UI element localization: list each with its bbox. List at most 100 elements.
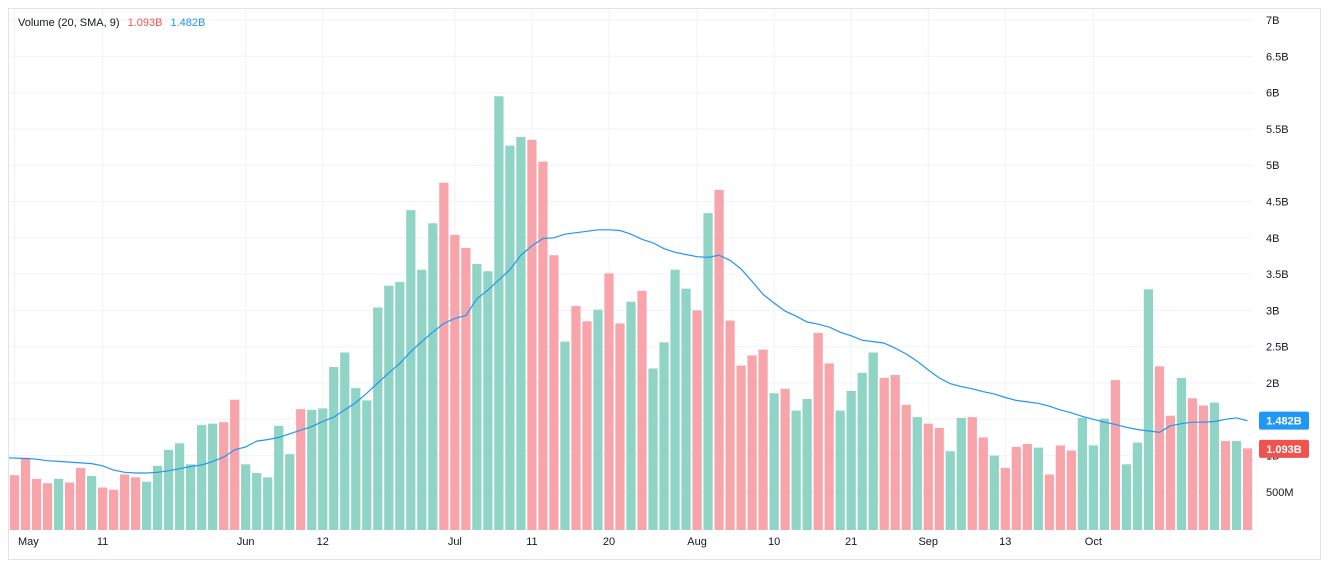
volume-bar[interactable] (912, 417, 922, 530)
volume-bar[interactable] (164, 449, 174, 530)
volume-bar[interactable] (141, 481, 152, 530)
volume-bar[interactable] (527, 139, 537, 531)
volume-bar[interactable] (1176, 377, 1187, 530)
volume-bar[interactable] (494, 96, 504, 530)
volume-bar[interactable] (86, 475, 97, 530)
volume-bar[interactable] (582, 321, 592, 530)
volume-bar[interactable] (681, 288, 691, 530)
volume-bar[interactable] (505, 145, 515, 530)
volume-bar[interactable] (747, 355, 757, 530)
volume-bar[interactable] (1000, 467, 1010, 530)
volume-bar[interactable] (252, 473, 262, 530)
volume-bar[interactable] (769, 393, 779, 530)
volume-bar[interactable] (780, 388, 790, 530)
volume-bar[interactable] (1044, 474, 1054, 530)
volume-bar[interactable] (1077, 417, 1087, 530)
volume-bar[interactable] (615, 323, 625, 530)
volume-bar[interactable] (64, 482, 75, 530)
volume-bar[interactable] (197, 425, 207, 530)
volume-bar[interactable] (285, 454, 295, 530)
volume-bar[interactable] (989, 455, 999, 530)
volume-bar[interactable] (703, 213, 713, 530)
sma-line[interactable] (8, 229, 1248, 474)
volume-bar[interactable] (692, 310, 702, 530)
volume-bar[interactable] (1099, 418, 1110, 530)
volume-bar[interactable] (1198, 405, 1209, 530)
volume-bar[interactable] (362, 400, 372, 530)
volume-bar[interactable] (824, 363, 834, 530)
volume-bar[interactable] (31, 478, 42, 530)
volume-bar[interactable] (186, 464, 196, 530)
volume-bar[interactable] (1154, 366, 1165, 530)
volume-bar[interactable] (1220, 441, 1231, 530)
volume-bar[interactable] (868, 352, 878, 530)
volume-bar[interactable] (130, 477, 141, 530)
volume-bar[interactable] (604, 273, 614, 530)
volume-bar[interactable] (241, 464, 251, 530)
volume-bar[interactable] (384, 285, 394, 530)
volume-bar[interactable] (208, 423, 218, 530)
volume-bar[interactable] (1231, 441, 1242, 530)
volume-bar[interactable] (516, 136, 526, 531)
volume-bar[interactable] (1143, 289, 1154, 530)
volume-bar[interactable] (857, 372, 867, 530)
volume-bar[interactable] (340, 352, 350, 530)
volume-bar[interactable] (351, 388, 361, 530)
indicator-legend[interactable]: Volume (20, SMA, 9) 1.093B 1.482B (18, 17, 210, 29)
volume-bar[interactable] (791, 410, 801, 530)
volume-bar[interactable] (20, 457, 31, 530)
volume-bar[interactable] (461, 247, 471, 531)
volume-bar[interactable] (274, 425, 284, 530)
volume-bar[interactable] (230, 399, 240, 530)
volume-bar[interactable] (9, 475, 20, 530)
volume-bar[interactable] (1209, 402, 1220, 530)
volume-bar[interactable] (318, 408, 328, 530)
volume-bar[interactable] (329, 367, 339, 530)
volume-bar[interactable] (626, 301, 636, 530)
volume-bar[interactable] (571, 306, 581, 530)
volume-bar[interactable] (736, 365, 746, 530)
volume-bar[interactable] (725, 320, 735, 530)
volume-bar[interactable] (1011, 446, 1021, 530)
volume-bar[interactable] (758, 349, 768, 530)
volume-bar[interactable] (1242, 448, 1253, 530)
volume-bar[interactable] (978, 437, 988, 530)
volume-bar[interactable] (296, 409, 306, 530)
volume-bar[interactable] (119, 474, 130, 530)
volume-bar[interactable] (175, 443, 185, 530)
volume-bar[interactable] (538, 161, 548, 530)
volume-bar[interactable] (373, 307, 383, 530)
volume-bar[interactable] (956, 417, 966, 530)
volume-bar[interactable] (648, 368, 658, 530)
volume-bar[interactable] (219, 422, 229, 530)
volume-bar[interactable] (450, 234, 460, 530)
volume-bar[interactable] (1132, 442, 1143, 530)
volume-bar[interactable] (879, 377, 889, 530)
volume-bar[interactable] (263, 477, 273, 530)
volume-bar[interactable] (934, 428, 944, 530)
volume-bar[interactable] (1022, 443, 1032, 530)
volume-bar[interactable] (152, 465, 163, 530)
volume-bar[interactable] (1110, 380, 1121, 530)
volume-bar[interactable] (395, 282, 405, 530)
volume-bar[interactable] (945, 451, 955, 530)
volume-bar[interactable] (406, 210, 416, 530)
volume-bar[interactable] (560, 341, 570, 530)
volume-bar[interactable] (75, 467, 86, 530)
volume-bar[interactable] (835, 410, 845, 530)
volume-bar[interactable] (846, 390, 856, 530)
volume-bar[interactable] (97, 487, 108, 530)
volume-bar[interactable] (890, 375, 900, 530)
volume-bar[interactable] (42, 483, 53, 530)
volume-bar[interactable] (923, 423, 933, 530)
volume-bar[interactable] (813, 332, 823, 530)
volume-bar[interactable] (108, 489, 119, 530)
volume-bar[interactable] (637, 290, 647, 530)
volume-bar[interactable] (659, 342, 669, 530)
volume-bar[interactable] (428, 223, 438, 530)
volume-bar[interactable] (1033, 447, 1043, 530)
volume-bar[interactable] (1187, 398, 1198, 530)
volume-bar[interactable] (593, 309, 603, 530)
volume-bar[interactable] (549, 255, 559, 530)
